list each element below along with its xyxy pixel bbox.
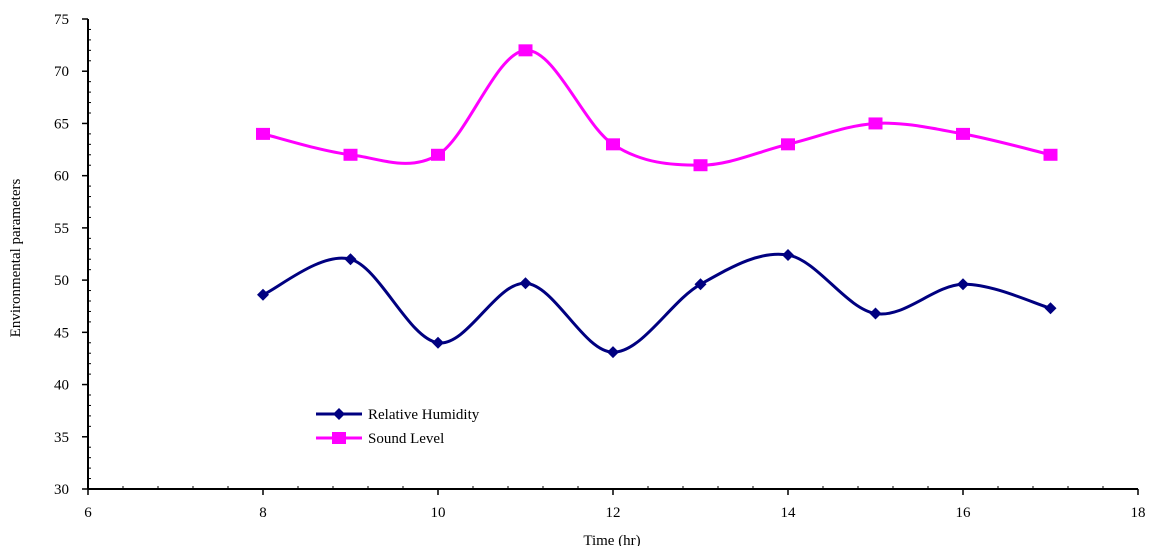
data-point <box>519 277 532 290</box>
y-tick-label: 40 <box>54 378 69 394</box>
x-tick-label: 18 <box>1131 505 1146 521</box>
series-line <box>262 48 1051 167</box>
data-point <box>957 278 969 291</box>
y-tick-label: 45 <box>54 325 69 341</box>
chart-series <box>256 44 1058 359</box>
legend-swatch-marker <box>333 408 345 420</box>
data-point <box>1043 148 1058 161</box>
data-point <box>431 148 445 161</box>
y-tick-label: 75 <box>54 12 69 28</box>
legend-item: Relative Humidity <box>316 407 480 423</box>
data-point <box>869 307 882 320</box>
data-point <box>343 148 358 161</box>
y-tick-label: 70 <box>54 64 69 80</box>
series-line <box>262 252 1051 354</box>
x-tick-label: 14 <box>781 505 797 521</box>
data-point <box>606 138 620 151</box>
y-tick-label: 35 <box>54 430 69 446</box>
x-axis-title: Time (hr) <box>583 533 640 546</box>
data-point <box>432 336 444 349</box>
y-tick-label: 65 <box>54 116 69 132</box>
legend-label: Sound Level <box>368 431 444 447</box>
legend-label: Relative Humidity <box>368 407 480 423</box>
data-point <box>607 346 619 359</box>
chart-axes: 30 35 40 45 50 55 60 65 70 75 6 8 10 12 14 16 18 <box>54 12 1146 521</box>
data-point <box>782 249 794 262</box>
y-axis-title: Environmental parameters <box>8 178 24 337</box>
data-point <box>781 138 795 151</box>
data-point <box>518 44 533 57</box>
y-tick-label: 50 <box>54 273 69 289</box>
x-tick-label: 6 <box>84 505 92 521</box>
x-tick-label: 12 <box>606 505 621 521</box>
y-tick-label: 55 <box>54 221 69 237</box>
data-point <box>956 127 970 140</box>
series-relative-humidity <box>257 249 1057 359</box>
series-sound-level <box>256 44 1058 172</box>
x-tick-label: 16 <box>956 505 972 521</box>
data-point <box>257 288 269 301</box>
data-point <box>256 127 270 140</box>
data-point <box>1044 302 1057 315</box>
data-point <box>693 159 708 172</box>
x-tick-label: 8 <box>259 505 267 521</box>
data-point <box>868 117 883 130</box>
y-tick-label: 60 <box>54 169 69 185</box>
chart-legend: Relative Humidity Sound Level <box>316 407 480 447</box>
x-tick-label: 10 <box>431 505 446 521</box>
legend-item: Sound Level <box>316 431 444 447</box>
y-tick-label: 30 <box>54 482 69 498</box>
legend-swatch-marker <box>332 432 346 444</box>
data-point <box>344 253 357 266</box>
data-point <box>694 278 707 291</box>
